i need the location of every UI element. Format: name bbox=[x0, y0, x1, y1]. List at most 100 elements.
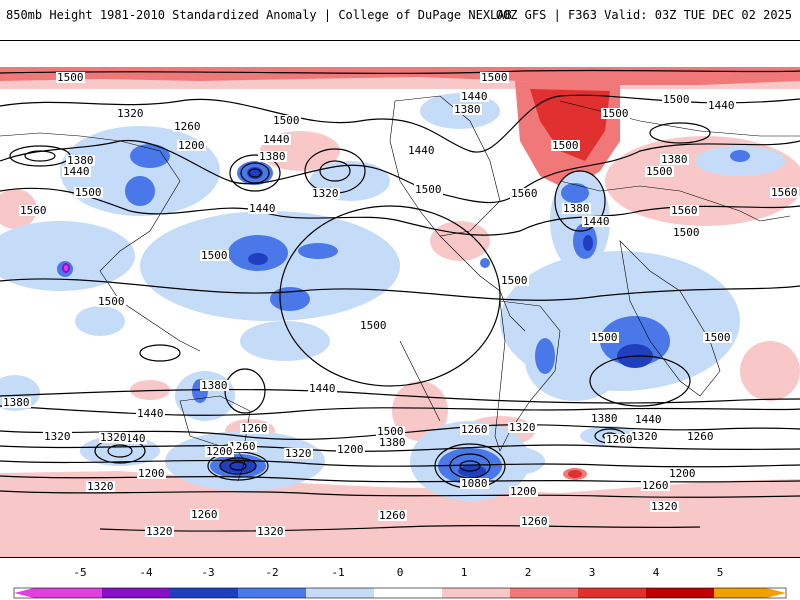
legend-swatch bbox=[714, 588, 766, 598]
header: 850mb Height 1981-2010 Standardized Anom… bbox=[0, 0, 800, 30]
legend-arrow-left bbox=[14, 588, 34, 598]
contour-label: 1200 bbox=[668, 467, 697, 480]
contour-label: 1380 bbox=[378, 436, 407, 449]
contour-label: 1200 bbox=[509, 485, 538, 498]
contour-label: 1320 bbox=[256, 525, 285, 538]
legend-swatch bbox=[578, 588, 646, 598]
contour-label: 1440 bbox=[62, 165, 91, 178]
legend-tick: 3 bbox=[588, 566, 596, 579]
map-title: 850mb Height 1981-2010 Standardized Anom… bbox=[6, 8, 512, 22]
contour-label: 1500 bbox=[703, 331, 732, 344]
contour-label: 1380 bbox=[660, 153, 689, 166]
contour-label: 1260 bbox=[240, 422, 269, 435]
contour-label: 1500 bbox=[200, 249, 229, 262]
legend-swatch bbox=[306, 588, 374, 598]
positive-anomaly-strong bbox=[530, 89, 610, 478]
legend-arrow-right bbox=[766, 588, 786, 598]
contour-label: 1200 bbox=[137, 467, 166, 480]
contour-label: 1500 bbox=[500, 274, 529, 287]
legend-swatch bbox=[374, 588, 442, 598]
contour-label: 1320 bbox=[116, 107, 145, 120]
contour-label: 1380 bbox=[2, 396, 31, 409]
contour-label: 1260 bbox=[460, 423, 489, 436]
legend-bar bbox=[13, 587, 787, 599]
contour-label: 1320 bbox=[43, 430, 72, 443]
contour-label: 1440 bbox=[136, 407, 165, 420]
contour-label: 1320 bbox=[650, 500, 679, 513]
legend-tick: -4 bbox=[139, 566, 153, 579]
legend-tick: -1 bbox=[331, 566, 345, 579]
legend-swatch bbox=[510, 588, 578, 598]
contour-label: 1260 bbox=[190, 508, 219, 521]
contour-label: 1440 bbox=[308, 382, 337, 395]
height-contours bbox=[0, 69, 800, 532]
contour-label: 1200 bbox=[177, 139, 206, 152]
contour-label: 1560 bbox=[510, 187, 539, 200]
contour-label: 1320 bbox=[508, 421, 537, 434]
contour-label: 1260 bbox=[173, 120, 202, 133]
contour-label: 1380 bbox=[258, 150, 287, 163]
contour-label: 1440 bbox=[634, 413, 663, 426]
legend-tick: 1 bbox=[460, 566, 468, 579]
contour-label: 1260 bbox=[520, 515, 549, 528]
legend-swatch bbox=[34, 588, 102, 598]
contour-label: 1500 bbox=[551, 139, 580, 152]
model-run-info: 00Z GFS | F363 Valid: 03Z TUE DEC 02 202… bbox=[495, 8, 792, 22]
contour-label: 1440 bbox=[582, 215, 611, 228]
contour-label: 1500 bbox=[590, 331, 619, 344]
contour-label: 1440 bbox=[262, 133, 291, 146]
contour-label: 1500 bbox=[672, 226, 701, 239]
contour-label: 1320 bbox=[630, 430, 659, 443]
contour-label: 1500 bbox=[480, 71, 509, 84]
legend-swatch bbox=[102, 588, 170, 598]
map-canvas bbox=[0, 41, 800, 557]
legend-tick: -3 bbox=[201, 566, 215, 579]
contour-label: 1440 bbox=[248, 202, 277, 215]
contour-label: 1380 bbox=[590, 412, 619, 425]
legend-tick: 4 bbox=[652, 566, 660, 579]
contour-label: 1560 bbox=[770, 186, 799, 199]
contour-label: 1500 bbox=[662, 93, 691, 106]
legend-tick: 0 bbox=[396, 566, 404, 579]
contour-label: 1500 bbox=[359, 319, 388, 332]
contour-label: 1380 bbox=[66, 154, 95, 167]
legend-swatch bbox=[170, 588, 238, 598]
contour-label: 1320 bbox=[99, 431, 128, 444]
contour-label: 1500 bbox=[414, 183, 443, 196]
contour-label: 1500 bbox=[56, 71, 85, 84]
contour-label: 1380 bbox=[453, 103, 482, 116]
contour-label: 1380 bbox=[200, 379, 229, 392]
legend-tick: 5 bbox=[716, 566, 724, 579]
legend-tick: -2 bbox=[265, 566, 279, 579]
contour-label: 1440 bbox=[707, 99, 736, 112]
contour-label: 1080 bbox=[460, 477, 489, 490]
contour-label: 1500 bbox=[601, 107, 630, 120]
legend-swatch bbox=[238, 588, 306, 598]
contour-label: 1500 bbox=[272, 114, 301, 127]
contour-label: 1320 bbox=[284, 447, 313, 460]
contour-label: 1260 bbox=[228, 440, 257, 453]
legend-tick: -5 bbox=[73, 566, 87, 579]
contour-label: 1140 bbox=[118, 432, 147, 445]
legend-swatch bbox=[442, 588, 510, 598]
negative-anomaly-max bbox=[64, 265, 68, 271]
anomaly-map: 1500 1500 1500 1440 1320 1260 1200 1500 … bbox=[0, 40, 800, 558]
contour-label: 1320 bbox=[145, 525, 174, 538]
contour-label: 1560 bbox=[19, 204, 48, 217]
color-legend: -5 -4 -3 -2 -1 0 1 2 3 4 5 bbox=[0, 566, 800, 600]
contour-label: 1260 bbox=[605, 433, 634, 446]
contour-label: 1440 bbox=[460, 90, 489, 103]
contour-label: 1260 bbox=[686, 430, 715, 443]
contour-label: 1320 bbox=[86, 480, 115, 493]
contour-label: 1320 bbox=[311, 187, 340, 200]
legend-tick: 2 bbox=[524, 566, 532, 579]
contour-label: 1560 bbox=[670, 204, 699, 217]
contour-label: 1200 bbox=[205, 445, 234, 458]
legend-swatch bbox=[646, 588, 714, 598]
contour-label: 1200 bbox=[336, 443, 365, 456]
contour-label: 1500 bbox=[376, 425, 405, 438]
contour-label: 1260 bbox=[641, 479, 670, 492]
contour-label: 1380 bbox=[562, 202, 591, 215]
contour-label: 1440 bbox=[407, 144, 436, 157]
contour-label: 1500 bbox=[74, 186, 103, 199]
